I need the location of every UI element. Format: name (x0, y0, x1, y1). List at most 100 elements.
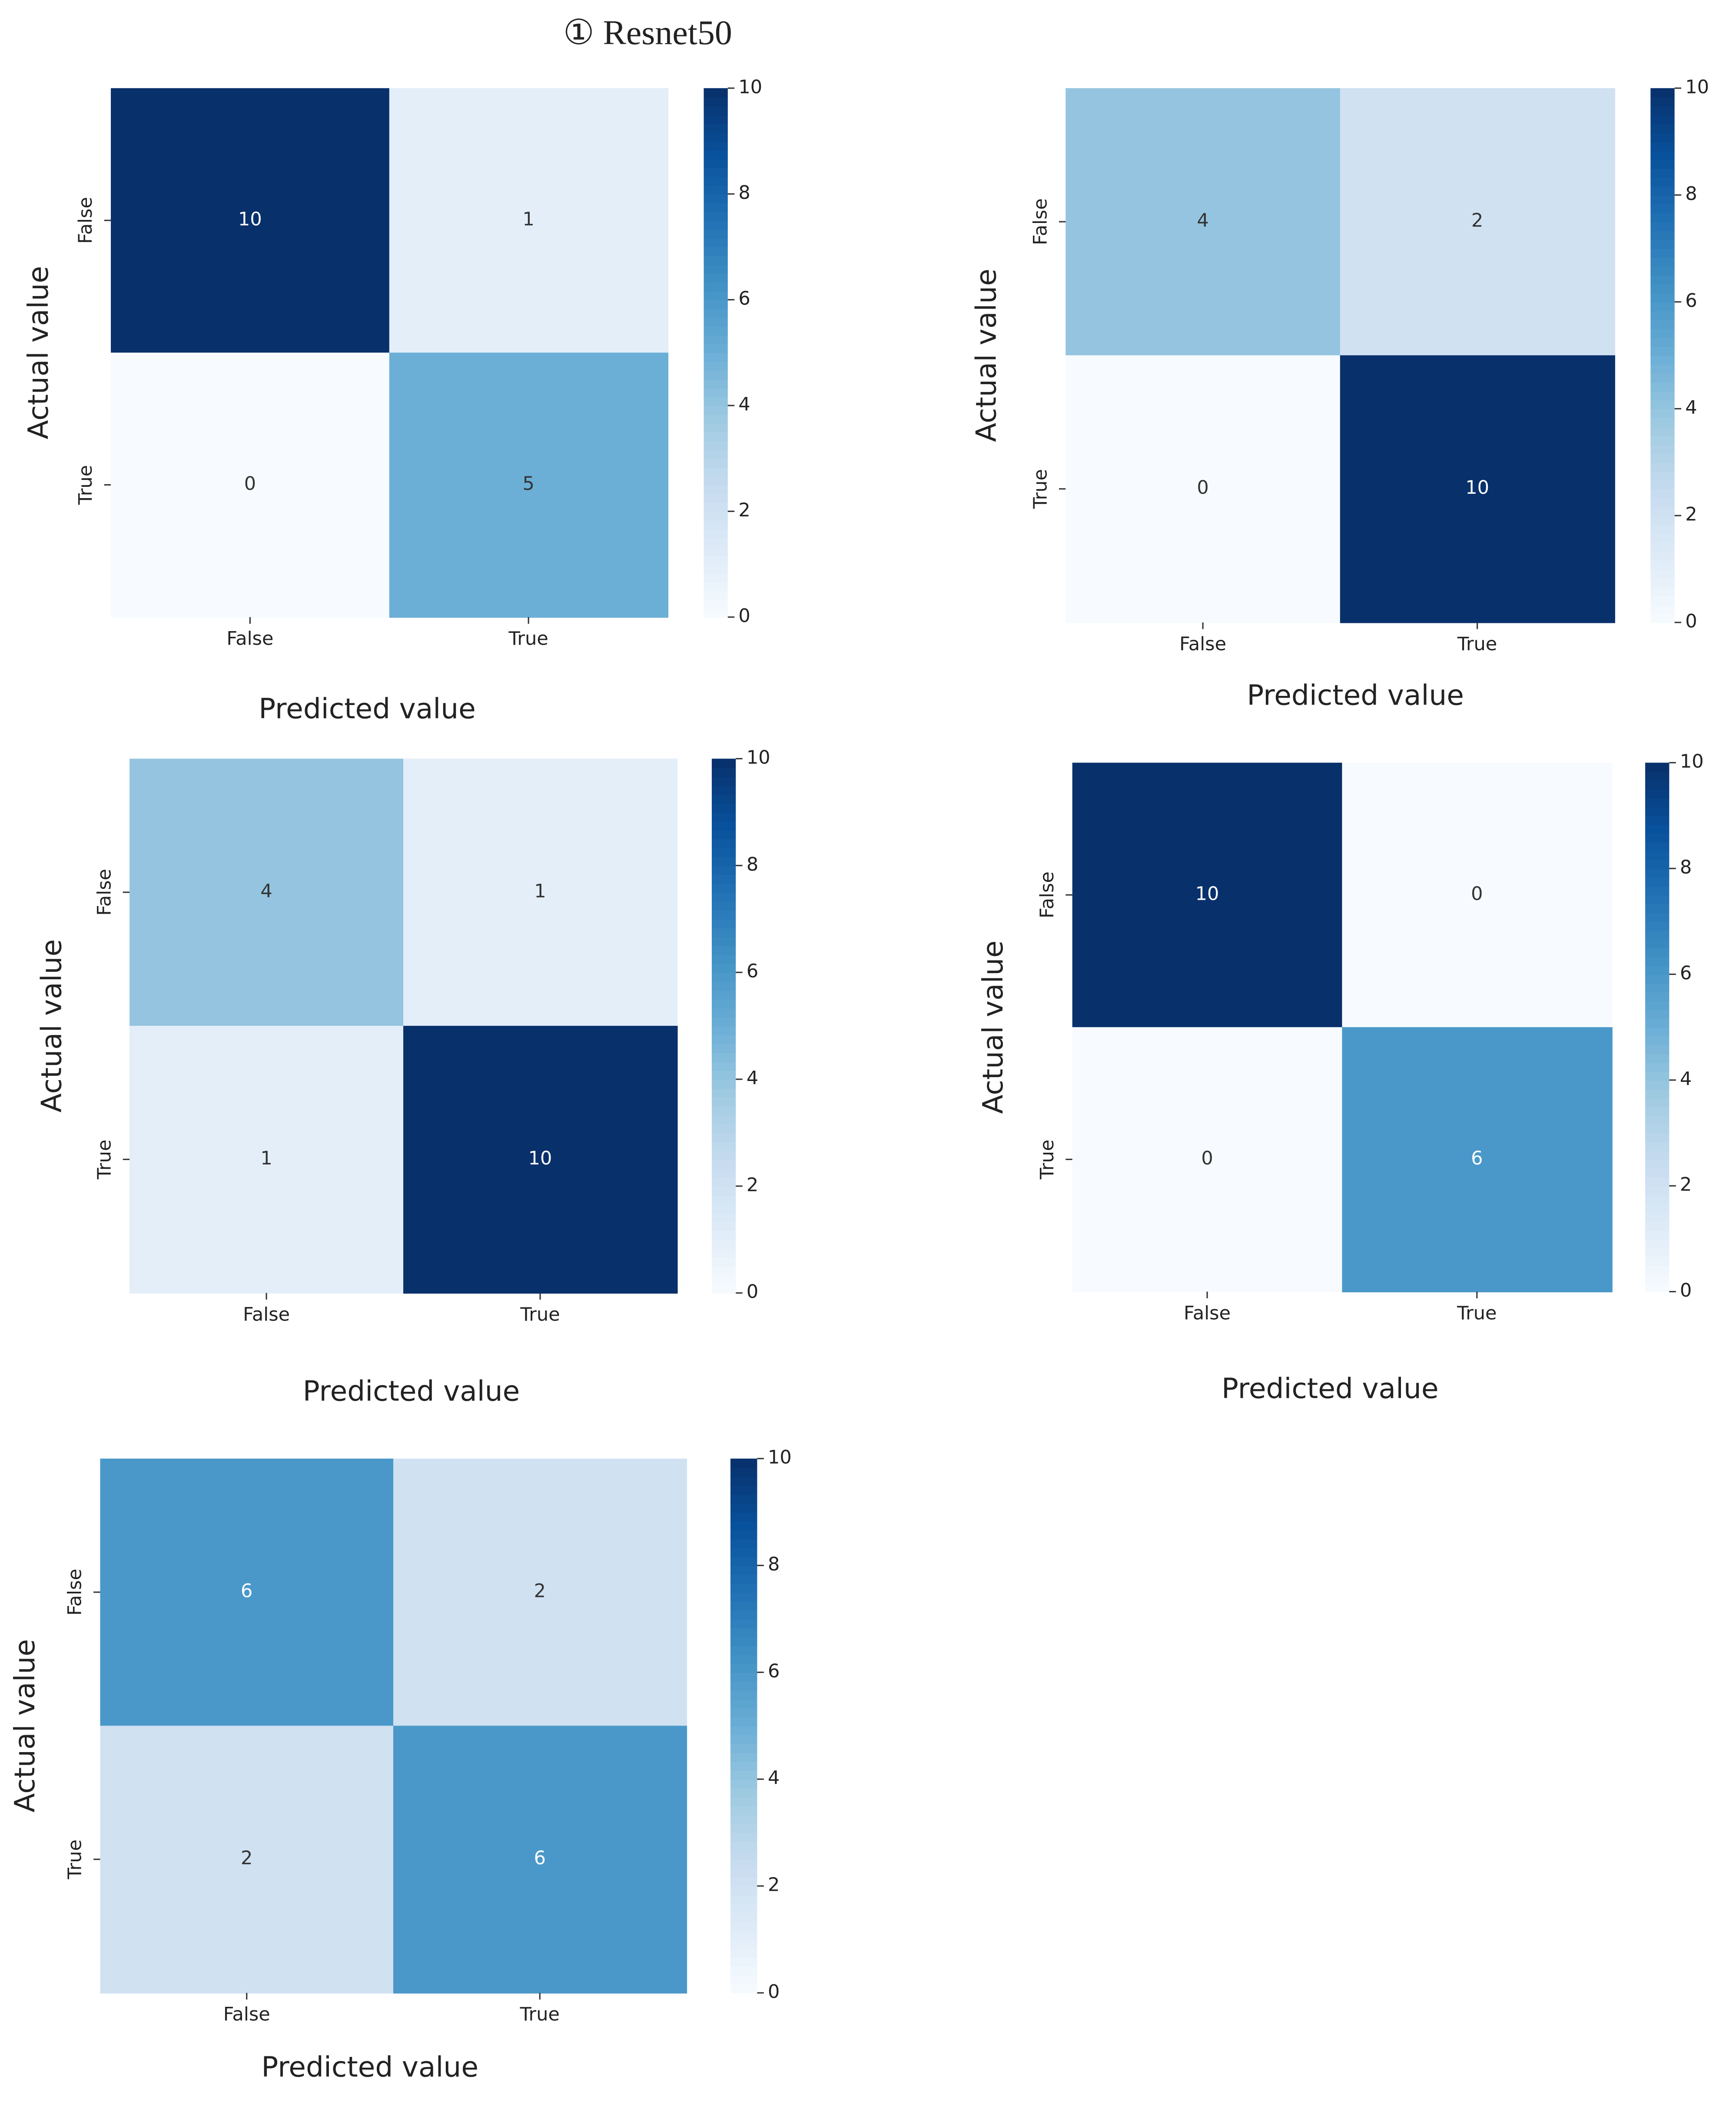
colorbar-segment (730, 1654, 757, 1664)
cell-value: 6 (534, 1847, 546, 1869)
colorbar-segment (711, 1114, 736, 1124)
colorbar-segment (704, 432, 728, 442)
colorbar-segment (1645, 1256, 1670, 1266)
colorbar-segment (730, 1957, 757, 1967)
colorbar-segment (730, 1636, 757, 1646)
colorbar-tick-label: 4 (768, 1767, 780, 1789)
colorbar-segment (730, 1592, 757, 1602)
colorbar-segment (730, 1904, 757, 1913)
colorbar-tick-label: 6 (747, 961, 758, 982)
colorbar-segment (711, 1266, 736, 1276)
x-axis-label: Predicted value (1222, 1373, 1439, 1405)
colorbar-segment (730, 1823, 757, 1833)
colorbar-tick-label: 10 (768, 1447, 792, 1468)
colorbar-segment (1645, 1194, 1670, 1204)
colorbar-segment (711, 1008, 736, 1018)
cell-value: 1 (522, 209, 534, 230)
cell-value: 1 (260, 1147, 272, 1169)
colorbar-segment (1650, 542, 1675, 552)
colorbar-segment (704, 590, 728, 600)
colorbar-segment (730, 1610, 757, 1620)
colorbar-segment (704, 335, 728, 345)
colorbar-segment (711, 883, 736, 893)
colorbar-segment (711, 919, 736, 928)
colorbar-segment (730, 1788, 757, 1798)
colorbar-segment (711, 981, 736, 991)
colorbar-segment (730, 1815, 757, 1824)
heatmap-cell (100, 1726, 394, 1994)
colorbar-tick-label: 4 (747, 1067, 758, 1089)
colorbar-segment (1650, 595, 1675, 605)
colorbar-tick-label: 4 (738, 393, 750, 415)
x-tick-label: True (508, 628, 548, 649)
colorbar-tick-label: 8 (738, 182, 750, 204)
colorbar-segment (711, 1044, 736, 1053)
colorbar-segment (711, 901, 736, 911)
colorbar-segment (711, 838, 736, 848)
colorbar-segment (730, 1948, 757, 1958)
colorbar-segment (711, 1079, 736, 1089)
colorbar-segment (1645, 904, 1670, 913)
colorbar-segment (704, 317, 728, 327)
colorbar-segment (704, 141, 728, 151)
colorbar-segment (1650, 159, 1675, 169)
colorbar-segment (730, 1530, 757, 1540)
x-axis-label: Predicted value (303, 1375, 520, 1408)
x-tick-label: True (520, 1304, 560, 1325)
colorbar-segment (1650, 355, 1675, 365)
colorbar-segment (704, 564, 728, 574)
x-tick-label: False (226, 628, 273, 649)
colorbar-segment (1645, 771, 1670, 781)
colorbar-segment (1650, 239, 1675, 249)
colorbar-segment (711, 1221, 736, 1231)
y-tick-label: False (75, 197, 96, 244)
colorbar-segment (1645, 1062, 1670, 1072)
colorbar-segment (1645, 1168, 1670, 1178)
colorbar-tick-label: 6 (1685, 290, 1697, 312)
y-tick-label: False (1029, 198, 1051, 245)
heatmap-cell (1340, 88, 1615, 356)
colorbar-segment (1650, 133, 1675, 142)
colorbar-segment (1650, 524, 1675, 534)
colorbar-segment (711, 1239, 736, 1249)
y-tick-label: False (93, 869, 115, 916)
colorbar-segment (1650, 248, 1675, 258)
heatmap-cell (1065, 88, 1341, 356)
colorbar-segment (1645, 833, 1670, 843)
heatmap-cell (393, 1458, 687, 1726)
colorbar-tick-label: 10 (747, 747, 770, 768)
colorbar-segment (730, 1512, 757, 1522)
colorbar-segment (704, 485, 728, 495)
cell-value: 5 (522, 473, 534, 495)
colorbar-segment (1645, 1274, 1670, 1284)
colorbar-segment (1645, 868, 1670, 878)
colorbar-segment (1650, 257, 1675, 267)
colorbar-segment (1650, 319, 1675, 329)
colorbar-tick-label: 0 (1685, 611, 1697, 632)
colorbar-segment (704, 246, 728, 256)
colorbar-segment (730, 1485, 757, 1495)
colorbar-segment (704, 582, 728, 592)
colorbar-segment (1650, 462, 1675, 472)
colorbar-segment (704, 273, 728, 283)
colorbar-segment (1645, 1177, 1670, 1187)
colorbar-segment (704, 396, 728, 406)
x-axis-label: Predicted value (261, 2051, 478, 2084)
colorbar-tick-label: 10 (1680, 751, 1704, 772)
colorbar-segment (711, 892, 736, 902)
heatmap-cell (1072, 762, 1343, 1028)
colorbar-tick-label: 4 (1680, 1068, 1692, 1090)
figure-title: ① Resnet50 (563, 13, 732, 52)
colorbar-segment (1650, 498, 1675, 507)
cell-value: 6 (241, 1580, 252, 1602)
heatmap-cell (129, 758, 404, 1027)
colorbar-segment (704, 555, 728, 565)
colorbar-segment (704, 123, 728, 133)
colorbar-segment (730, 1895, 757, 1905)
colorbar-segment (704, 573, 728, 582)
colorbar-segment (1645, 1036, 1670, 1045)
colorbar-segment (704, 211, 728, 221)
colorbar-segment (730, 1806, 757, 1816)
cell-value: 0 (1201, 1147, 1213, 1169)
colorbar-segment (730, 1734, 757, 1744)
